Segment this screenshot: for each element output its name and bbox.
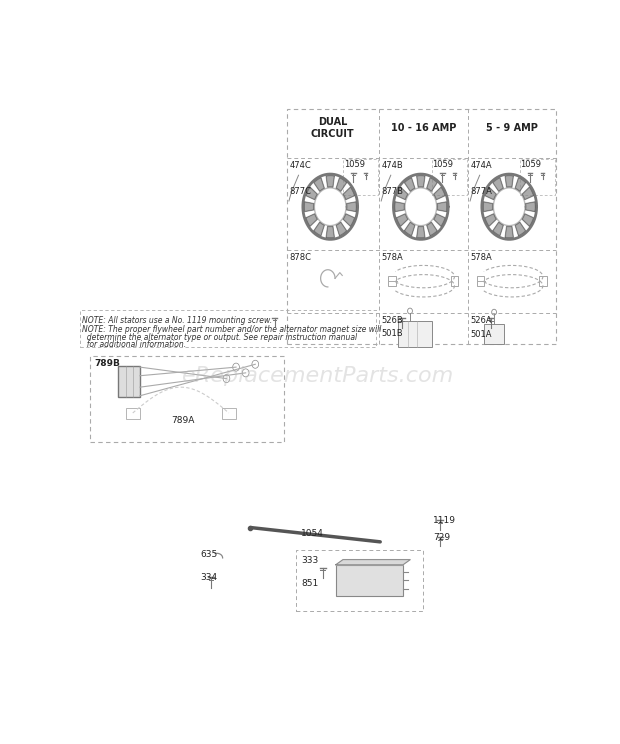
- Polygon shape: [526, 202, 535, 211]
- Text: 851: 851: [301, 579, 318, 588]
- Polygon shape: [336, 222, 347, 236]
- Text: 474A: 474A: [471, 161, 492, 170]
- Text: NOTE: The proper flywheel part number and/or the alternator magnet size will: NOTE: The proper flywheel part number an…: [82, 325, 382, 334]
- Bar: [451, 276, 458, 286]
- Bar: [286, 109, 556, 344]
- Text: 1059: 1059: [433, 160, 454, 170]
- Polygon shape: [417, 176, 425, 187]
- Bar: [336, 565, 403, 596]
- Polygon shape: [404, 178, 415, 191]
- Text: 5 - 9 AMP: 5 - 9 AMP: [485, 123, 538, 133]
- Text: 1054: 1054: [301, 529, 324, 538]
- Bar: [125, 408, 140, 419]
- Polygon shape: [336, 559, 410, 565]
- Polygon shape: [515, 178, 526, 191]
- Text: 1119: 1119: [433, 516, 456, 525]
- Text: 474C: 474C: [290, 161, 311, 170]
- Text: 10 - 16 AMP: 10 - 16 AMP: [391, 123, 456, 133]
- Text: DUAL
CIRCUIT: DUAL CIRCUIT: [311, 117, 355, 138]
- Polygon shape: [314, 178, 324, 191]
- Text: 1059: 1059: [521, 160, 541, 170]
- Bar: [388, 276, 396, 286]
- Text: 789B: 789B: [94, 359, 120, 368]
- Text: 878C: 878C: [290, 253, 311, 262]
- Text: 526A: 526A: [471, 316, 492, 325]
- Polygon shape: [493, 222, 503, 236]
- Bar: [432, 159, 467, 195]
- Polygon shape: [427, 222, 437, 236]
- Bar: [118, 366, 140, 397]
- Text: 333: 333: [301, 557, 318, 565]
- Text: 526B: 526B: [382, 316, 404, 325]
- Bar: [222, 408, 236, 419]
- Polygon shape: [515, 222, 526, 236]
- Polygon shape: [397, 187, 408, 199]
- Polygon shape: [522, 187, 534, 199]
- Text: for additional information.: for additional information.: [82, 340, 187, 349]
- Bar: [80, 310, 376, 347]
- Polygon shape: [522, 214, 534, 226]
- Polygon shape: [304, 202, 314, 211]
- Polygon shape: [397, 214, 408, 226]
- Text: 877C: 877C: [290, 187, 311, 196]
- Polygon shape: [404, 222, 415, 236]
- Polygon shape: [434, 187, 445, 199]
- Polygon shape: [326, 176, 334, 187]
- Text: 334: 334: [200, 574, 217, 583]
- Bar: [398, 321, 432, 347]
- Text: 1059: 1059: [343, 160, 365, 170]
- Text: determine the alternator type or output. See repair instruction manual: determine the alternator type or output.…: [82, 333, 357, 341]
- Text: 877A: 877A: [471, 187, 492, 196]
- Text: 635: 635: [200, 551, 217, 559]
- Bar: [539, 276, 547, 286]
- Polygon shape: [493, 178, 503, 191]
- Bar: [343, 159, 378, 195]
- Polygon shape: [395, 202, 404, 211]
- Text: 501B: 501B: [382, 329, 403, 338]
- Text: 578A: 578A: [471, 253, 492, 262]
- Polygon shape: [427, 178, 437, 191]
- Bar: [477, 276, 484, 286]
- Text: 877B: 877B: [382, 187, 404, 196]
- Polygon shape: [437, 202, 447, 211]
- Text: 789A: 789A: [171, 416, 195, 425]
- Bar: [484, 324, 503, 344]
- Text: NOTE: All stators use a No. 1119 mounting screw.: NOTE: All stators use a No. 1119 mountin…: [82, 316, 272, 325]
- Text: 501A: 501A: [471, 330, 492, 339]
- Polygon shape: [483, 202, 493, 211]
- Polygon shape: [306, 187, 317, 199]
- Polygon shape: [343, 187, 355, 199]
- Bar: [89, 356, 284, 442]
- Bar: [296, 551, 423, 611]
- Polygon shape: [336, 178, 347, 191]
- Text: 474B: 474B: [382, 161, 404, 170]
- Polygon shape: [505, 226, 513, 238]
- Text: 578A: 578A: [382, 253, 404, 262]
- Polygon shape: [417, 226, 425, 238]
- Polygon shape: [314, 222, 324, 236]
- Polygon shape: [343, 214, 355, 226]
- Polygon shape: [347, 202, 356, 211]
- Bar: [520, 159, 555, 195]
- Text: eReplacementParts.com: eReplacementParts.com: [182, 366, 454, 385]
- Polygon shape: [434, 214, 445, 226]
- Polygon shape: [485, 187, 496, 199]
- Polygon shape: [326, 226, 334, 238]
- Polygon shape: [505, 176, 513, 187]
- Polygon shape: [485, 214, 496, 226]
- Text: 729: 729: [433, 533, 450, 542]
- Polygon shape: [306, 214, 317, 226]
